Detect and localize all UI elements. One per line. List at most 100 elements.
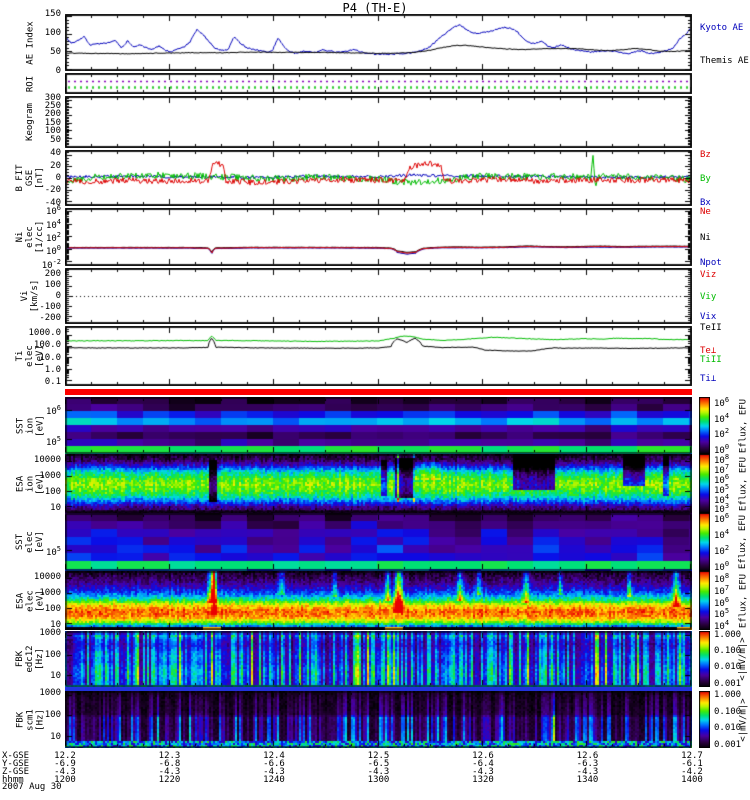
footer-value: -6.3	[576, 759, 599, 769]
series-label: Themis AE	[700, 55, 749, 66]
y-tick-label: 200	[44, 269, 61, 280]
y-tick-label: 10000	[33, 454, 61, 465]
footer-value: 12.6	[576, 751, 599, 761]
colorbar-fbk2	[699, 691, 710, 748]
y-tick-label: 10	[50, 619, 61, 630]
footer-value: 12.2	[54, 751, 76, 761]
series-label: Viz	[700, 269, 717, 280]
colorbar-tick-label: 1.000	[714, 629, 742, 640]
colorbar-tick-label: 0.001	[714, 739, 742, 750]
y-tick-label: 1000	[39, 587, 61, 598]
colorbar-tick-label: 106	[714, 595, 730, 609]
y-tick-label: 100	[44, 27, 61, 38]
colorbar-tick-label: 100	[714, 443, 730, 457]
footer-value: 1300	[367, 775, 390, 785]
panel-canvas-fbk2	[65, 691, 692, 748]
colorbar-tick-label: 106	[714, 395, 730, 409]
y-tick-label: 100	[44, 649, 61, 660]
series-label: Vix	[700, 311, 717, 322]
series-label: Te⊥	[700, 346, 717, 356]
colorbar-tick-label: 107	[714, 583, 730, 597]
colorbar-fbk1	[699, 631, 710, 687]
panel-canvas-ae	[65, 14, 692, 71]
footer-value: 1340	[576, 775, 599, 785]
colorbar-tick-label: 104	[714, 493, 730, 507]
separator-red	[65, 389, 692, 395]
footer-value: 12.7	[681, 751, 703, 761]
panel-canvas-esa_ion	[65, 454, 692, 513]
y-tick-label: 10	[50, 502, 61, 513]
colorbar-tick-label: 104	[714, 619, 730, 633]
colorbar-unit-label: Eflux, EFU	[738, 514, 748, 570]
series-label: By	[700, 174, 711, 184]
colorbar-tick-label: 0.100	[714, 646, 742, 657]
footer-value: -4.3	[472, 767, 494, 777]
y-axis-label-sst_elec: SST elec [eV]	[15, 531, 45, 553]
footer-value: 1240	[263, 775, 285, 785]
y-tick-label: 0	[55, 66, 61, 76]
y-tick-label: 50	[50, 134, 61, 145]
series-label: Kyoto AE	[700, 22, 744, 33]
y-axis-label-roi: ROI	[25, 75, 35, 92]
panel-canvas-ni	[65, 208, 692, 266]
panel-canvas-keo	[65, 96, 692, 148]
footer-value: -6.5	[367, 759, 390, 769]
y-tick-label: 102	[45, 231, 61, 244]
colorbar-tick-label: 106	[714, 512, 730, 526]
panel-canvas-roi	[65, 73, 692, 94]
panel-canvas-sst_ion	[65, 397, 692, 454]
colorbar-tick-label: 105	[714, 607, 730, 621]
y-tick-label: 100	[44, 603, 61, 614]
footer-value: 1220	[158, 775, 181, 785]
y-tick-label: 10000	[33, 571, 61, 582]
y-tick-label: 1000	[39, 628, 61, 639]
colorbar-unit-label: Eflux, EFU	[738, 398, 748, 453]
y-tick-label: 200	[44, 109, 61, 120]
footer-value: 12.3	[158, 751, 181, 761]
colorbar-tick-label: 100	[714, 560, 730, 574]
y-tick-label: 150	[44, 9, 61, 19]
y-tick-label: 106	[45, 204, 61, 218]
footer-value: -6.6	[263, 759, 285, 769]
y-tick-label: -100	[39, 301, 61, 312]
colorbar-tick-label: 104	[714, 528, 730, 541]
panel-canvas-esa_elec	[65, 571, 692, 630]
series-label: TiII	[700, 355, 722, 365]
y-tick-label: 10.0	[39, 352, 61, 363]
colorbar-sst_ion	[699, 397, 710, 454]
colorbar-tick-label: 102	[714, 543, 730, 557]
footer-value: 12.5	[367, 751, 390, 761]
y-tick-label: 10-2	[41, 257, 61, 271]
footer-value: -4.3	[263, 767, 285, 777]
y-tick-label: -20	[44, 185, 61, 196]
footer-value: -6.8	[158, 759, 181, 769]
y-tick-label: 0	[55, 291, 61, 301]
colorbar-sst_elec	[699, 513, 710, 571]
y-tick-label: 100.0	[33, 340, 61, 351]
separator-blue	[65, 687, 692, 691]
colorbar-tick-label: 107	[714, 463, 730, 477]
colorbar-tick-label: 0.100	[714, 706, 742, 717]
series-label: Bz	[700, 150, 711, 161]
y-tick-label: 0	[55, 173, 61, 183]
y-tick-label: 100	[45, 244, 61, 258]
footer-value: -4.3	[367, 767, 390, 777]
colorbar-tick-label: 108	[714, 453, 730, 467]
footer-row-label: X-GSE	[2, 751, 30, 761]
y-tick-label: 1000	[39, 688, 61, 699]
series-label: Ne	[700, 206, 711, 217]
colorbar-tick-label: 0.010	[714, 723, 742, 734]
colorbar-tick-label: 102	[714, 427, 730, 441]
y-tick-label: 300	[44, 92, 61, 103]
y-tick-label: 104	[45, 217, 61, 231]
footer-value: 1320	[472, 775, 494, 785]
y-tick-label: 105	[45, 545, 61, 559]
footer-value: 12.6	[472, 751, 494, 761]
panel-canvas-ti	[65, 326, 692, 386]
series-label: Viy	[700, 292, 717, 302]
footer-value: -4.3	[576, 767, 599, 777]
footer-value: -4.3	[54, 767, 76, 777]
y-tick-label: 1.0	[44, 364, 61, 375]
footer-row-label: hhmm	[2, 775, 24, 785]
